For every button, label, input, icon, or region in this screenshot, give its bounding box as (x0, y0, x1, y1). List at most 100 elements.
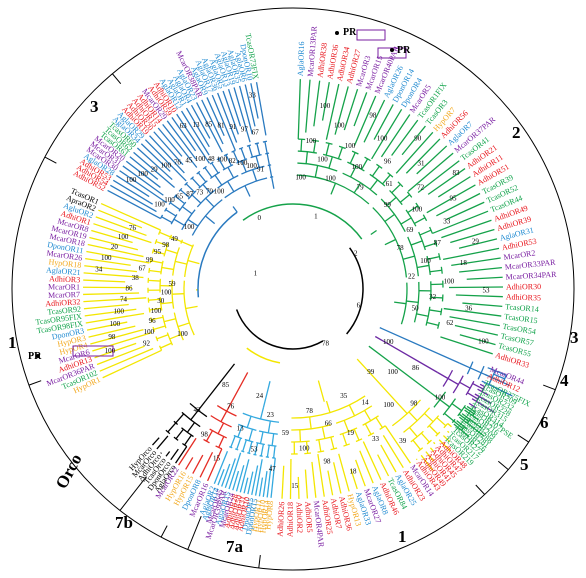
tip-branch (165, 451, 171, 457)
bootstrap-value: 100 (184, 223, 195, 231)
stem-branch (348, 404, 356, 417)
bootstrap-value: 43 (193, 406, 201, 414)
tip-branch (89, 236, 139, 251)
pr-marker-top: PR (343, 27, 357, 38)
clade-arc (254, 142, 260, 145)
tip-branch (353, 92, 368, 127)
clade-arc (322, 153, 342, 161)
clade-arc (355, 438, 363, 443)
stem-branch (375, 417, 384, 428)
backbone-arc (235, 309, 324, 350)
tip-branch (112, 179, 153, 205)
clade-arc (196, 170, 201, 175)
clade-clade1_bottom (281, 380, 411, 499)
stem-branch (259, 407, 265, 420)
bootstrap-value: 86 (412, 364, 420, 372)
tip-branch (445, 201, 485, 221)
tip-branch (180, 110, 210, 156)
bootstrap-value: 76 (174, 158, 182, 166)
clade-arc (426, 255, 431, 276)
clade-arc (347, 161, 365, 172)
tip-branch (395, 131, 434, 174)
stem-branch (173, 218, 185, 226)
stem-branch (305, 441, 309, 454)
tip-branch (85, 257, 131, 266)
clade-arc (166, 332, 174, 346)
bootstrap-value: 24 (256, 392, 264, 400)
tip-branch (213, 451, 229, 484)
bootstrap-value: 100 (306, 137, 317, 145)
bootstrap-value: 100 (478, 338, 489, 346)
bootstrap-value: 79 (206, 187, 214, 195)
clade-label-3-right: 3 (570, 328, 579, 347)
tip-branch (239, 459, 250, 493)
bootstrap-value: 100 (237, 159, 248, 167)
clade-arc (151, 248, 155, 254)
stem-branch (255, 155, 260, 168)
tip-branch (440, 336, 493, 355)
stem-branch (177, 322, 190, 328)
tip-branch (427, 168, 466, 195)
stem-branch (163, 318, 176, 323)
tip-branch (405, 138, 441, 174)
stem-branch (386, 196, 397, 206)
clade-arc (429, 226, 433, 234)
leaf-label: HypOR14 (258, 500, 271, 534)
stem-branch (169, 333, 182, 340)
bootstrap-value: 96 (384, 158, 392, 166)
stem-branch (444, 412, 455, 422)
stem-branch (187, 259, 200, 265)
stem-branch (148, 298, 161, 301)
clade-arc (438, 253, 441, 261)
tip-branch (176, 113, 210, 164)
tip-branch (83, 279, 126, 283)
leaf-label: AdhiOR2 (295, 502, 305, 533)
stem-branch (160, 342, 172, 349)
stem-branch (412, 439, 421, 450)
clade-arc (173, 436, 179, 441)
stem-branch (227, 180, 235, 192)
stem-branch (172, 293, 185, 295)
bootstrap-value: 18 (460, 259, 468, 267)
tip-branch (178, 437, 197, 466)
tip-branch (119, 170, 167, 204)
tip-branch (311, 461, 317, 498)
stem-branch (151, 316, 164, 321)
tip-branch (459, 334, 496, 346)
sector-divider (475, 484, 486, 495)
clade-arc (165, 429, 171, 435)
stem-branch (241, 160, 247, 173)
leaf-label: TcasOR92 (47, 305, 81, 317)
leaf-label: AdhiOR26 (276, 501, 287, 537)
tip-branch (102, 349, 162, 379)
tip-branch (338, 453, 350, 492)
stem-branch (246, 416, 252, 428)
bootstrap-value: 98 (162, 241, 170, 249)
tip-branch (84, 308, 137, 317)
clade-arc (466, 419, 471, 424)
bootstrap-value: 100 (137, 170, 148, 178)
clade-arc (246, 144, 252, 147)
stem-branch (202, 183, 212, 194)
tip-branch (258, 477, 264, 497)
root-stem (262, 381, 271, 408)
bootstrap-value: 66 (325, 420, 333, 428)
bootstrap-value: 69 (406, 226, 414, 234)
bootstrap-value: 35 (340, 392, 348, 400)
bootstrap-value: 1 (314, 213, 318, 221)
stem-branch (353, 182, 362, 194)
stem-branch (337, 147, 344, 159)
bootstrap-value: 72 (417, 183, 425, 191)
stem-branch (458, 413, 470, 422)
stem-branch (248, 429, 254, 441)
tip-branch (233, 87, 251, 143)
clade-label-1-left: 1 (8, 333, 17, 352)
clade-arc (379, 425, 386, 430)
stem-branch (226, 400, 233, 412)
tip-branch (350, 468, 358, 490)
bootstrap-value: 82 (229, 157, 237, 165)
tip-branch (371, 108, 403, 160)
clade-arc (267, 444, 277, 447)
leaf-label: TcasOR15 (504, 312, 539, 325)
bootstrap-value: 45 (185, 156, 193, 164)
